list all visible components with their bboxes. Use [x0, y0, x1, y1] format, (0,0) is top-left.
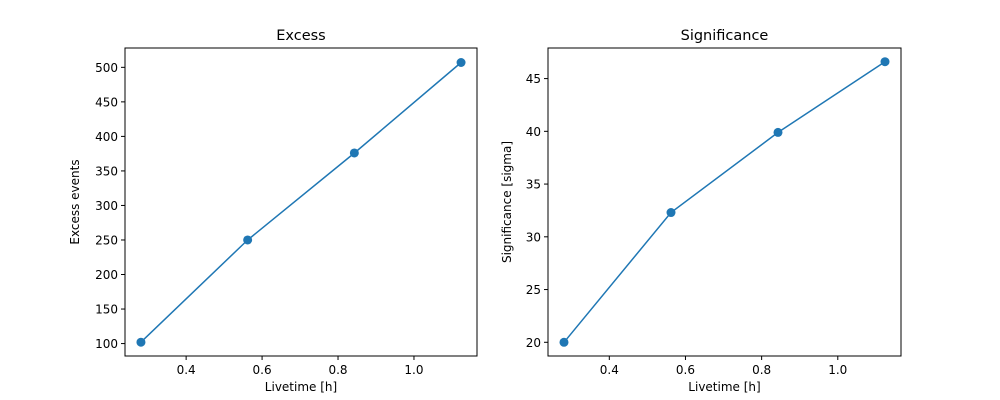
excess-chart: Excess 0.4 0.6 0.8 1.0 100 150 200 250 300 350 400 4…	[68, 28, 478, 394]
y-tick-label: 300	[95, 199, 118, 213]
x-tick-label: 0.4	[600, 363, 619, 377]
y-tick-label: 45	[526, 72, 541, 86]
x-axis-label: Livetime [h]	[688, 380, 760, 394]
axes-frame	[124, 47, 478, 357]
axes-frame	[547, 47, 902, 357]
y-tick-label: 25	[526, 283, 541, 297]
data-point-marker	[666, 208, 676, 218]
data-point-marker	[880, 57, 890, 67]
data-line	[140, 61, 462, 343]
data-point-marker	[136, 337, 146, 347]
x-tick-label: 0.8	[752, 363, 771, 377]
y-tick-label: 40	[526, 125, 541, 139]
y-tick-label: 500	[95, 61, 118, 75]
x-tick-label: 0.6	[676, 363, 695, 377]
significance-chart: Significance 0.4 0.6 0.8 1.0 20 25 30 35 40 45 Live…	[500, 28, 902, 394]
y-tick-label: 200	[95, 268, 118, 282]
y-tick-label: 150	[95, 303, 118, 317]
y-tick-label: 450	[95, 95, 118, 109]
data-point-marker	[349, 148, 359, 158]
y-tick-label: 30	[526, 230, 541, 244]
data-line	[563, 61, 886, 343]
data-point-marker	[559, 337, 569, 347]
y-tick-label: 35	[526, 178, 541, 192]
x-tick-label: 1.0	[404, 363, 423, 377]
x-tick-label: 0.4	[177, 363, 196, 377]
chart-title: Significance	[681, 28, 769, 44]
chart-title: Excess	[276, 28, 326, 44]
x-tick-label: 0.8	[328, 363, 347, 377]
y-tick-label: 400	[95, 130, 118, 144]
y-tick-label: 100	[95, 337, 118, 351]
x-tick-label: 0.6	[253, 363, 272, 377]
data-point-marker	[773, 127, 783, 137]
data-point-marker	[456, 58, 466, 68]
y-tick-label: 20	[526, 336, 541, 350]
data-point-marker	[243, 235, 253, 245]
y-axis-label: Significance [sigma]	[500, 141, 514, 263]
y-axis-label: Excess events	[68, 159, 82, 244]
y-tick-label: 350	[95, 164, 118, 178]
x-axis-label: Livetime [h]	[265, 380, 337, 394]
y-tick-label: 250	[95, 233, 118, 247]
x-tick-label: 1.0	[828, 363, 847, 377]
